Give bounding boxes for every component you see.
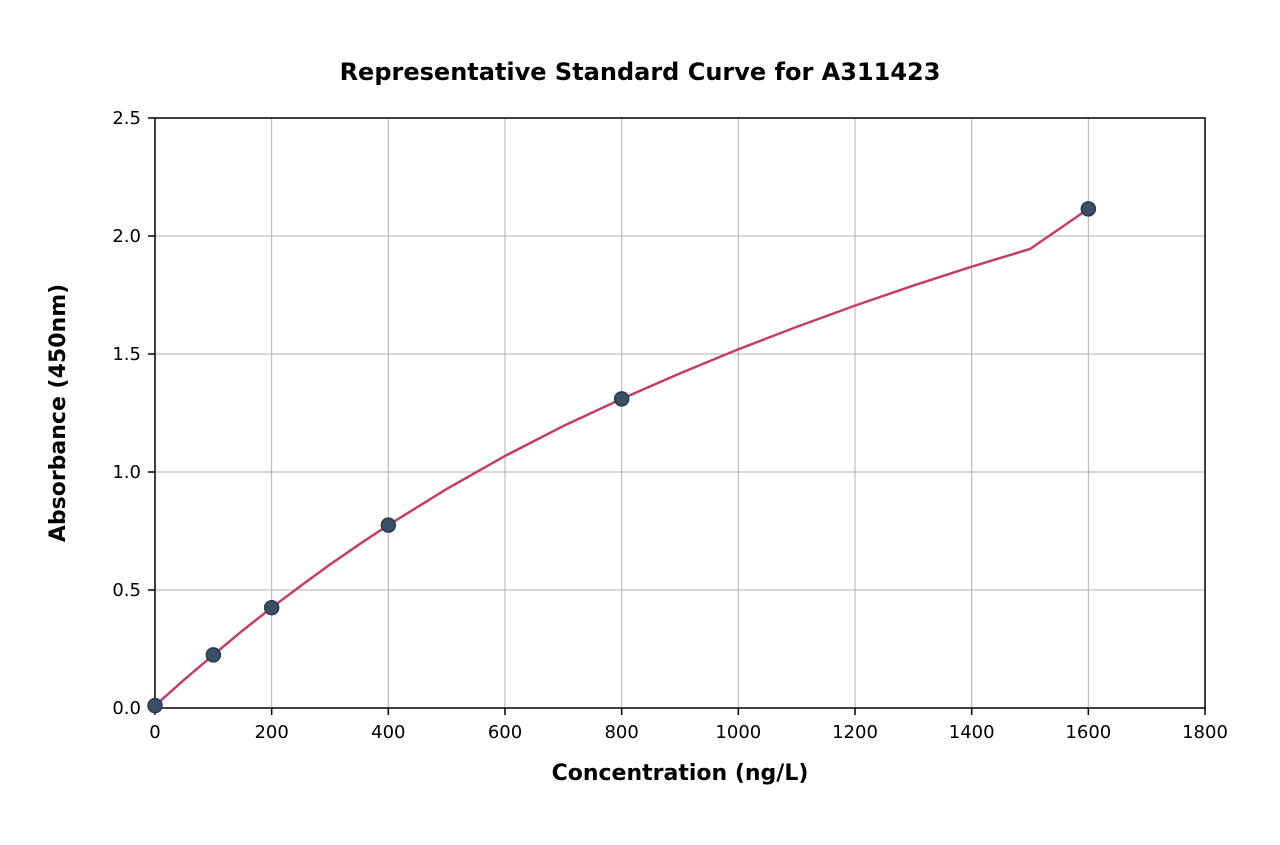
x-tick-label: 1800 bbox=[1182, 722, 1228, 743]
data-point-marker bbox=[381, 518, 395, 532]
x-tick-label: 800 bbox=[604, 722, 638, 743]
data-point-marker bbox=[1081, 202, 1095, 216]
data-point-marker bbox=[265, 601, 279, 615]
y-tick-label: 2.5 bbox=[112, 108, 141, 129]
standard-curve-chart: Representative Standard Curve for A31142… bbox=[0, 0, 1280, 845]
y-tick-label: 0.0 bbox=[112, 698, 141, 719]
data-point-marker bbox=[206, 648, 220, 662]
chart-container: Representative Standard Curve for A31142… bbox=[0, 0, 1280, 845]
y-tick-label: 2.0 bbox=[112, 226, 141, 247]
y-tick-label: 1.5 bbox=[112, 344, 141, 365]
data-point-marker bbox=[615, 392, 629, 406]
y-tick-label: 1.0 bbox=[112, 462, 141, 483]
y-axis-label: Absorbance (450nm) bbox=[46, 284, 71, 542]
chart-title: Representative Standard Curve for A31142… bbox=[340, 58, 941, 86]
x-tick-label: 200 bbox=[254, 722, 288, 743]
data-point-marker bbox=[148, 699, 162, 713]
x-tick-label: 400 bbox=[371, 722, 405, 743]
plot-border bbox=[155, 118, 1205, 708]
x-tick-label: 600 bbox=[488, 722, 522, 743]
x-axis-label: Concentration (ng/L) bbox=[552, 761, 809, 786]
x-tick-label: 1400 bbox=[949, 722, 995, 743]
x-tick-label: 1600 bbox=[1065, 722, 1111, 743]
y-tick-label: 0.5 bbox=[112, 580, 141, 601]
x-tick-label: 1000 bbox=[715, 722, 761, 743]
x-tick-label: 1200 bbox=[832, 722, 878, 743]
plot-area: 0 200 400 600 800 1000 1200 1400 1600 1800 0.0 0.5 1… bbox=[112, 108, 1228, 743]
x-tick-label: 0 bbox=[149, 722, 160, 743]
